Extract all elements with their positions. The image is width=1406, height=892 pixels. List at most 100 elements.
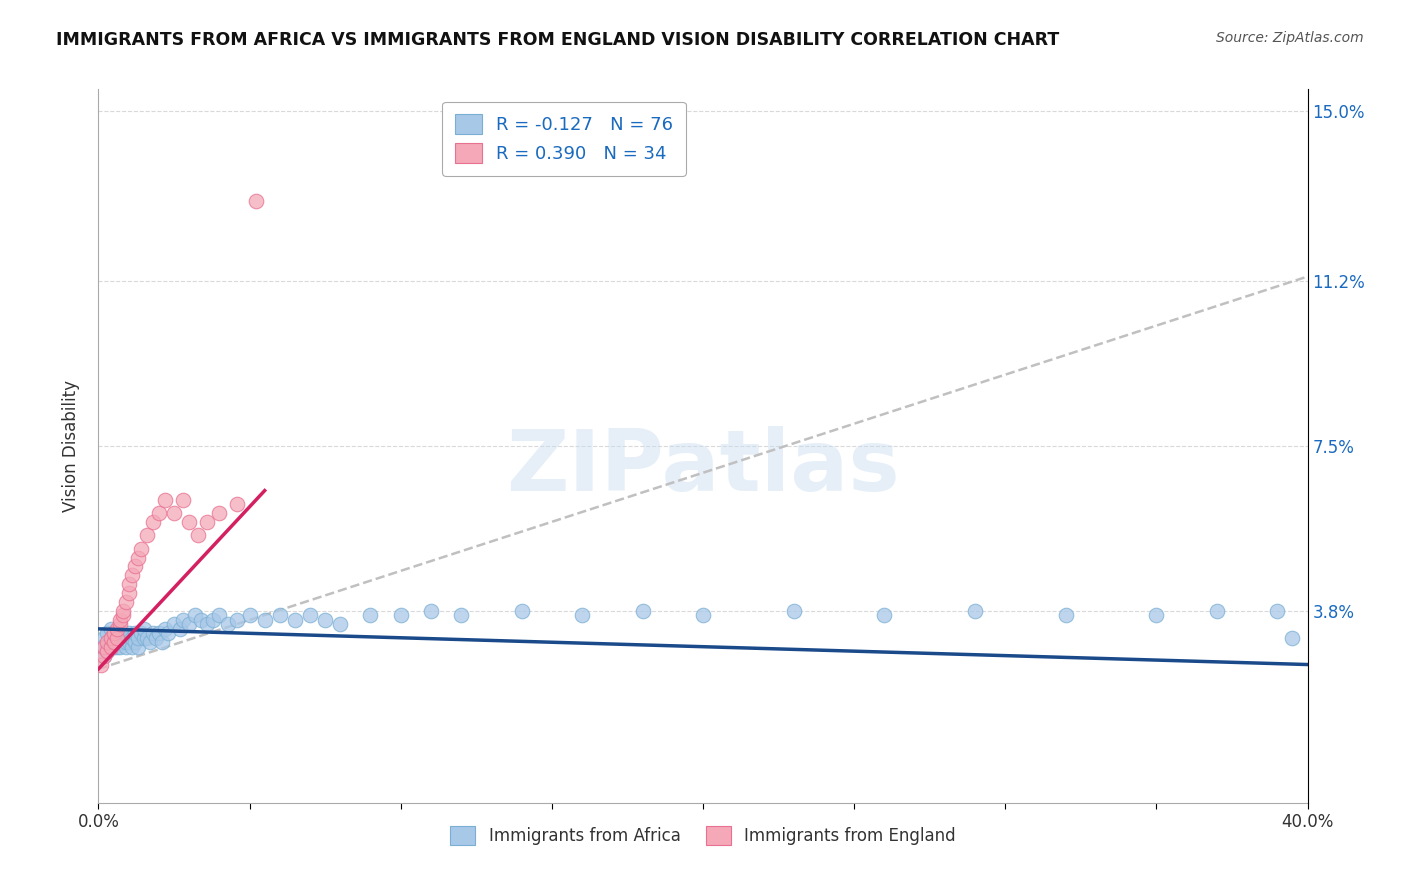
Point (783, 604, 806, 618)
Point (103, 626, 125, 640)
Point (153, 492, 176, 507)
Y-axis label: Vision Disability: Vision Disability (62, 380, 80, 512)
Point (108, 635, 131, 649)
Point (510, 604, 533, 618)
Point (124, 559, 146, 574)
Point (148, 506, 170, 520)
Point (114, 595, 136, 609)
Point (420, 604, 443, 618)
Point (100, 631, 122, 645)
Point (121, 568, 143, 582)
Point (100, 640, 122, 654)
Point (150, 635, 173, 649)
Point (172, 613, 194, 627)
Point (114, 635, 136, 649)
Point (314, 613, 336, 627)
Point (179, 617, 201, 632)
Point (571, 608, 593, 623)
Point (692, 608, 714, 623)
Point (103, 631, 125, 645)
Point (129, 541, 152, 556)
Point (111, 604, 134, 618)
Point (100, 640, 122, 654)
Point (105, 622, 128, 636)
Point (103, 635, 125, 649)
Point (190, 613, 212, 627)
Point (103, 640, 125, 654)
Point (1267, 604, 1289, 618)
Point (135, 528, 157, 542)
Point (118, 577, 141, 591)
Point (121, 631, 143, 645)
Point (450, 608, 472, 623)
Point (1054, 608, 1077, 623)
Point (184, 608, 207, 623)
Point (105, 631, 128, 645)
Point (96, 635, 118, 649)
Point (100, 622, 122, 636)
Text: Source: ZipAtlas.com: Source: ZipAtlas.com (1216, 31, 1364, 45)
Point (142, 515, 165, 529)
Point (118, 631, 141, 645)
Point (239, 608, 262, 623)
Point (245, 194, 267, 208)
Point (129, 626, 152, 640)
Point (631, 604, 654, 618)
Point (111, 635, 134, 649)
Point (111, 626, 134, 640)
Point (148, 626, 170, 640)
Point (217, 617, 239, 632)
Point (179, 515, 201, 529)
Point (172, 492, 194, 507)
Point (105, 640, 128, 654)
Point (169, 622, 191, 636)
Point (111, 631, 134, 645)
Point (329, 617, 352, 632)
Point (153, 622, 176, 636)
Point (132, 622, 155, 636)
Point (1144, 608, 1167, 623)
Point (111, 608, 134, 623)
Point (202, 613, 225, 627)
Point (132, 631, 155, 645)
Point (1281, 631, 1303, 645)
Point (135, 631, 157, 645)
Point (96, 644, 118, 658)
Point (93, 640, 115, 654)
Point (142, 626, 165, 640)
Point (93, 648, 115, 663)
Point (187, 528, 209, 542)
Point (114, 640, 136, 654)
Point (118, 626, 141, 640)
Point (163, 617, 186, 632)
Point (96, 640, 118, 654)
Point (108, 617, 131, 632)
Point (145, 631, 167, 645)
Point (156, 626, 179, 640)
Text: ZIPatlas: ZIPatlas (506, 425, 900, 509)
Point (124, 626, 146, 640)
Point (127, 631, 149, 645)
Point (90, 640, 112, 654)
Point (108, 640, 131, 654)
Point (253, 613, 276, 627)
Point (108, 613, 131, 627)
Point (121, 640, 143, 654)
Point (96, 644, 118, 658)
Point (108, 631, 131, 645)
Point (96, 626, 118, 640)
Point (93, 648, 115, 663)
Point (195, 515, 218, 529)
Point (1206, 604, 1229, 618)
Point (93, 631, 115, 645)
Point (208, 608, 231, 623)
Point (226, 497, 249, 511)
Point (226, 613, 249, 627)
Point (90, 657, 112, 672)
Point (389, 608, 412, 623)
Point (965, 604, 987, 618)
Point (118, 586, 141, 600)
Point (208, 506, 231, 520)
Text: IMMIGRANTS FROM AFRICA VS IMMIGRANTS FROM ENGLAND VISION DISABILITY CORRELATION : IMMIGRANTS FROM AFRICA VS IMMIGRANTS FRO… (56, 31, 1060, 49)
Point (127, 550, 149, 565)
